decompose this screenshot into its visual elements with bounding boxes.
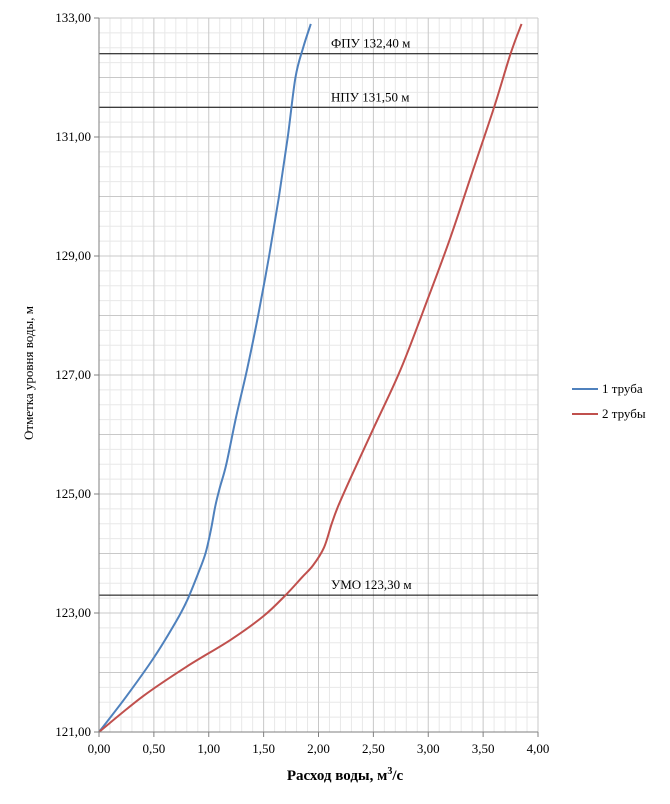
series-line-2	[98, 23, 523, 733]
x-tick-label: 1,50	[252, 741, 275, 756]
legend-label-1: 1 труба	[602, 381, 643, 396]
reference-line-label: УМО 123,30 м	[331, 577, 412, 592]
x-tick-label: 3,50	[472, 741, 495, 756]
x-tick-label: 0,50	[143, 741, 166, 756]
reference-line-label: ФПУ 132,40 м	[331, 36, 410, 51]
series-line-1	[98, 23, 312, 733]
y-tick-label: 131,00	[55, 129, 91, 144]
x-tick-label: 1,00	[197, 741, 220, 756]
y-tick-label: 123,00	[55, 605, 91, 620]
y-tick-label: 133,00	[55, 10, 91, 25]
y-tick-label: 121,00	[55, 724, 91, 739]
y-tick-label: 125,00	[55, 486, 91, 501]
legend: 1 труба 2 трубы	[572, 381, 646, 421]
y-tick-label: 129,00	[55, 248, 91, 263]
legend-label-2: 2 трубы	[602, 406, 646, 421]
x-tick-label: 3,00	[417, 741, 440, 756]
x-tick-label: 4,00	[527, 741, 550, 756]
x-tick-labels: 0,00 0,50 1,00 1,50 2,00 2,50 3,00 3,50 4,00	[88, 732, 550, 756]
y-tick-labels: 121,00 123,00 125,00 127,00 129,00 131,00 133,…	[55, 10, 99, 739]
x-axis-title: Расход воды, м3/с	[287, 766, 404, 784]
y-axis-title: Отметка уровня воды, м	[21, 306, 36, 440]
reference-line-label: НПУ 131,50 м	[331, 89, 409, 104]
y-tick-label: 127,00	[55, 367, 91, 382]
x-tick-label: 2,50	[362, 741, 385, 756]
series-layer	[98, 23, 523, 733]
reference-lines: ФПУ 132,40 м НПУ 131,50 м УМО 123,30 м	[99, 36, 538, 596]
x-tick-label: 2,00	[307, 741, 330, 756]
x-tick-label: 0,00	[88, 741, 111, 756]
